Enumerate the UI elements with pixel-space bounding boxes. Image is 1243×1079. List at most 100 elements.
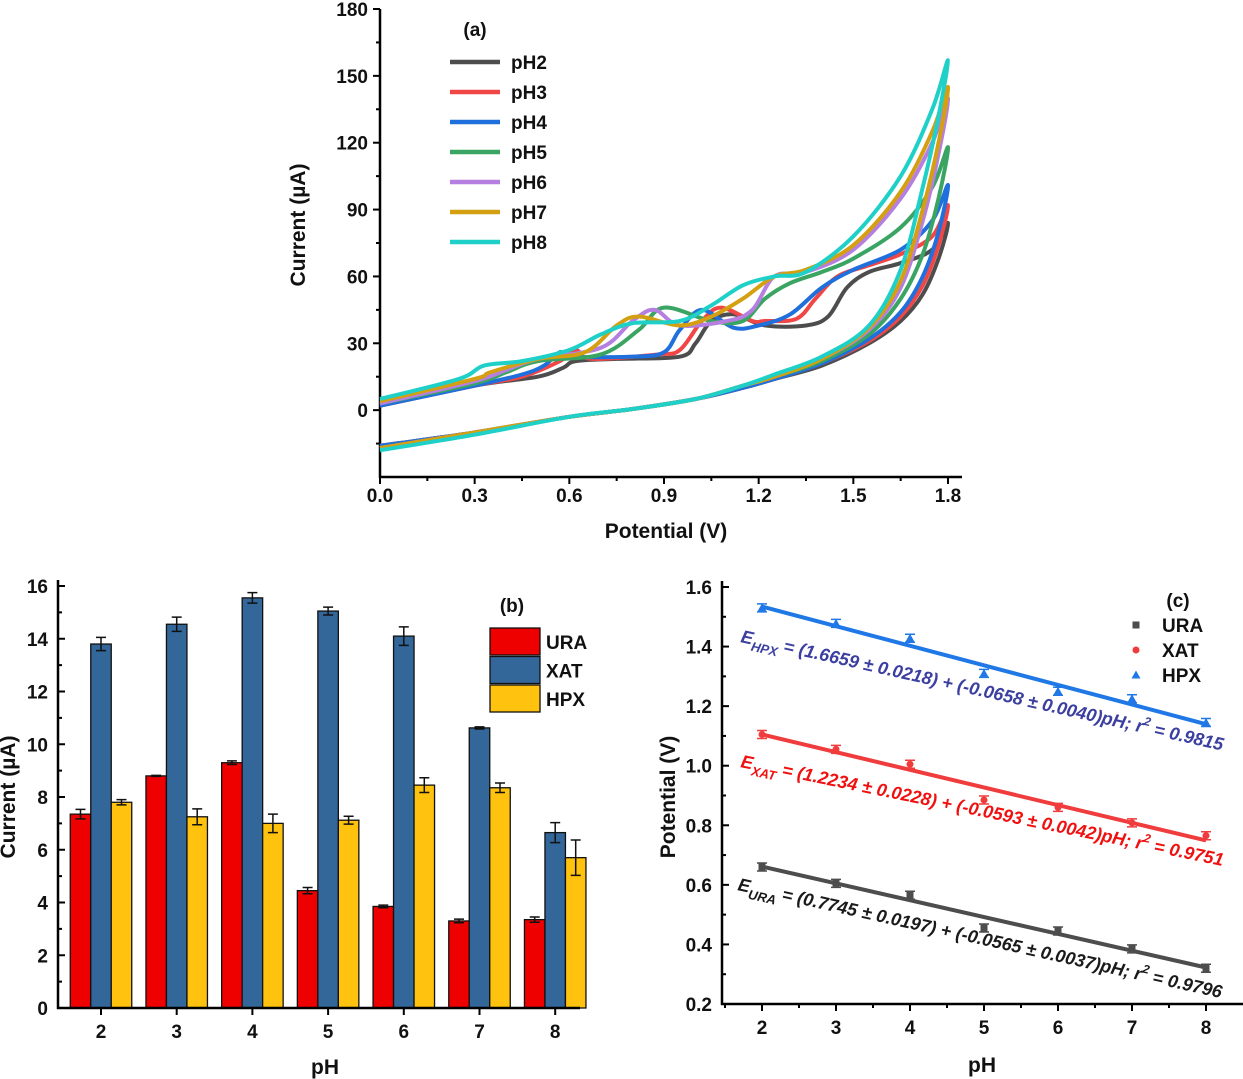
data-point-xat: [980, 796, 988, 804]
data-point-xat: [1128, 819, 1136, 827]
error-bar-hpx: [192, 808, 203, 826]
equation-body: = (0.7745 ± 0.0197) + (-0.0565 ± 0.0037)…: [775, 883, 1144, 984]
y-tick-label: 1.4: [686, 638, 713, 659]
panel-a-label: (a): [463, 20, 486, 41]
legend-marker-hpx: [1131, 670, 1141, 679]
legend-label: XAT: [546, 662, 583, 683]
panel-c-xlabel: pH: [968, 1054, 996, 1077]
error-bar-xat: [474, 726, 485, 730]
y-tick-label: 60: [347, 267, 368, 288]
y-tick-label: 0: [37, 999, 48, 1020]
bar-xat: [317, 610, 340, 1009]
y-tick-label: 120: [336, 134, 368, 155]
legend-label: XAT: [1162, 641, 1199, 662]
data-point-hpx: [757, 603, 767, 612]
cv-curve-ph8: [379, 58, 951, 453]
bar-xat: [544, 831, 567, 1009]
error-bar-ura: [151, 774, 162, 778]
error-bar-ura: [75, 808, 86, 820]
legend-label: HPX: [1162, 666, 1201, 687]
bar-ura: [523, 918, 546, 1009]
fit-equation-hpx: EHPX = (1.6659 ± 0.0218) + (-0.0658 ± 0.…: [738, 623, 1227, 759]
bar-ura: [220, 762, 243, 1009]
y-tick-label: 1.6: [686, 578, 712, 599]
data-point-xat: [1054, 803, 1062, 811]
data-point-hpx: [1201, 718, 1211, 727]
data-point-ura: [1054, 927, 1062, 935]
legend-marker-ura: [1132, 621, 1140, 629]
y-tick-label: 30: [347, 334, 368, 355]
x-tick-label: 4: [247, 1022, 258, 1043]
legend-label: pH5: [511, 143, 547, 164]
bar-xat: [165, 623, 188, 1009]
y-tick-label: 180: [336, 0, 368, 21]
equation-symbol: E: [739, 751, 756, 773]
legend-label: pH7: [511, 203, 547, 224]
x-tick-label: 6: [399, 1022, 410, 1043]
legend-label: pH8: [511, 233, 547, 254]
error-bar-xat: [550, 821, 561, 844]
bar-xat: [90, 643, 112, 1009]
x-tick-label: 1.5: [840, 486, 867, 507]
x-tick-label: 0.6: [556, 486, 582, 507]
error-bar-hpx: [570, 839, 581, 877]
equation-superscript: 2: [1142, 831, 1153, 846]
x-tick-label: 3: [171, 1022, 182, 1043]
fit-equation-ura: EURA = (0.7745 ± 0.0197) + (-0.0565 ± 0.…: [735, 871, 1226, 1007]
equation-subscript: URA: [747, 887, 778, 908]
y-tick-label: 12: [27, 683, 48, 704]
x-tick-label: 7: [1127, 1018, 1138, 1039]
bar-hpx: [261, 822, 284, 1009]
bar-hpx: [564, 857, 587, 1009]
y-tick-label: 10: [27, 735, 48, 756]
equation-symbol: E: [736, 874, 753, 896]
bar-ura: [145, 775, 168, 1009]
panel-c-ylabel: Potential (V): [657, 736, 680, 859]
x-tick-label: 2: [96, 1022, 107, 1043]
bar-ura: [296, 889, 319, 1009]
legend-label: pH6: [511, 173, 547, 194]
y-tick-label: 0: [357, 401, 368, 422]
x-tick-label: 0.0: [367, 486, 393, 507]
error-bar-xat: [96, 636, 106, 652]
x-tick-label: 0.3: [461, 486, 487, 507]
y-tick-label: 0.6: [686, 876, 712, 897]
data-point-xat: [906, 760, 914, 768]
data-point-xat: [832, 745, 840, 753]
x-tick-label: 1.2: [745, 486, 771, 507]
error-bar-xat: [323, 606, 334, 616]
legend-swatch-hpx: [489, 684, 541, 713]
bar-hpx: [186, 816, 209, 1009]
x-tick-label: 5: [323, 1022, 334, 1043]
error-bar-ura: [378, 904, 389, 909]
equation-subscript: HPX: [750, 639, 781, 660]
bar-hpx: [337, 819, 360, 1009]
panel-a-xlabel: Potential (V): [605, 520, 728, 543]
panel-b-xlabel: pH: [311, 1056, 339, 1079]
legend-label: pH2: [511, 53, 547, 74]
panel-c-label: (c): [1166, 591, 1189, 612]
error-bar-hpx: [419, 776, 430, 794]
legend-label: URA: [546, 633, 587, 654]
error-bar-ura: [226, 760, 237, 766]
data-point-ura: [1128, 945, 1136, 953]
y-tick-label: 150: [336, 67, 368, 88]
x-tick-label: 4: [905, 1018, 916, 1039]
equation-r2: = 0.9751: [1147, 835, 1225, 870]
data-point-hpx: [1127, 694, 1137, 703]
equation-body: = (1.6659 ± 0.0218) + (-0.0658 ± 0.0040)…: [777, 635, 1146, 737]
x-tick-label: 8: [1201, 1018, 1212, 1039]
legend-swatch-xat: [489, 655, 541, 685]
data-point-hpx: [905, 633, 915, 642]
legend-label: pH4: [511, 113, 547, 134]
panel-a-cv-chart: (a) Potential (V) Current (µA) 0.0 0.3 0.6…: [287, 0, 962, 543]
error-bar-hpx: [116, 798, 127, 806]
data-point-ura: [980, 924, 988, 932]
legend-label: HPX: [546, 690, 585, 711]
equation-subscript: XAT: [749, 763, 779, 783]
panel-b-bar-chart: (b) pH Current (µA) URA XAT HPX 0 2 4 6 8 10 12 14…: [0, 577, 587, 1079]
data-point-ura: [1202, 964, 1210, 972]
x-tick-label: 7: [474, 1022, 485, 1043]
y-tick-label: 0.4: [686, 935, 713, 956]
bar-ura: [372, 905, 395, 1009]
